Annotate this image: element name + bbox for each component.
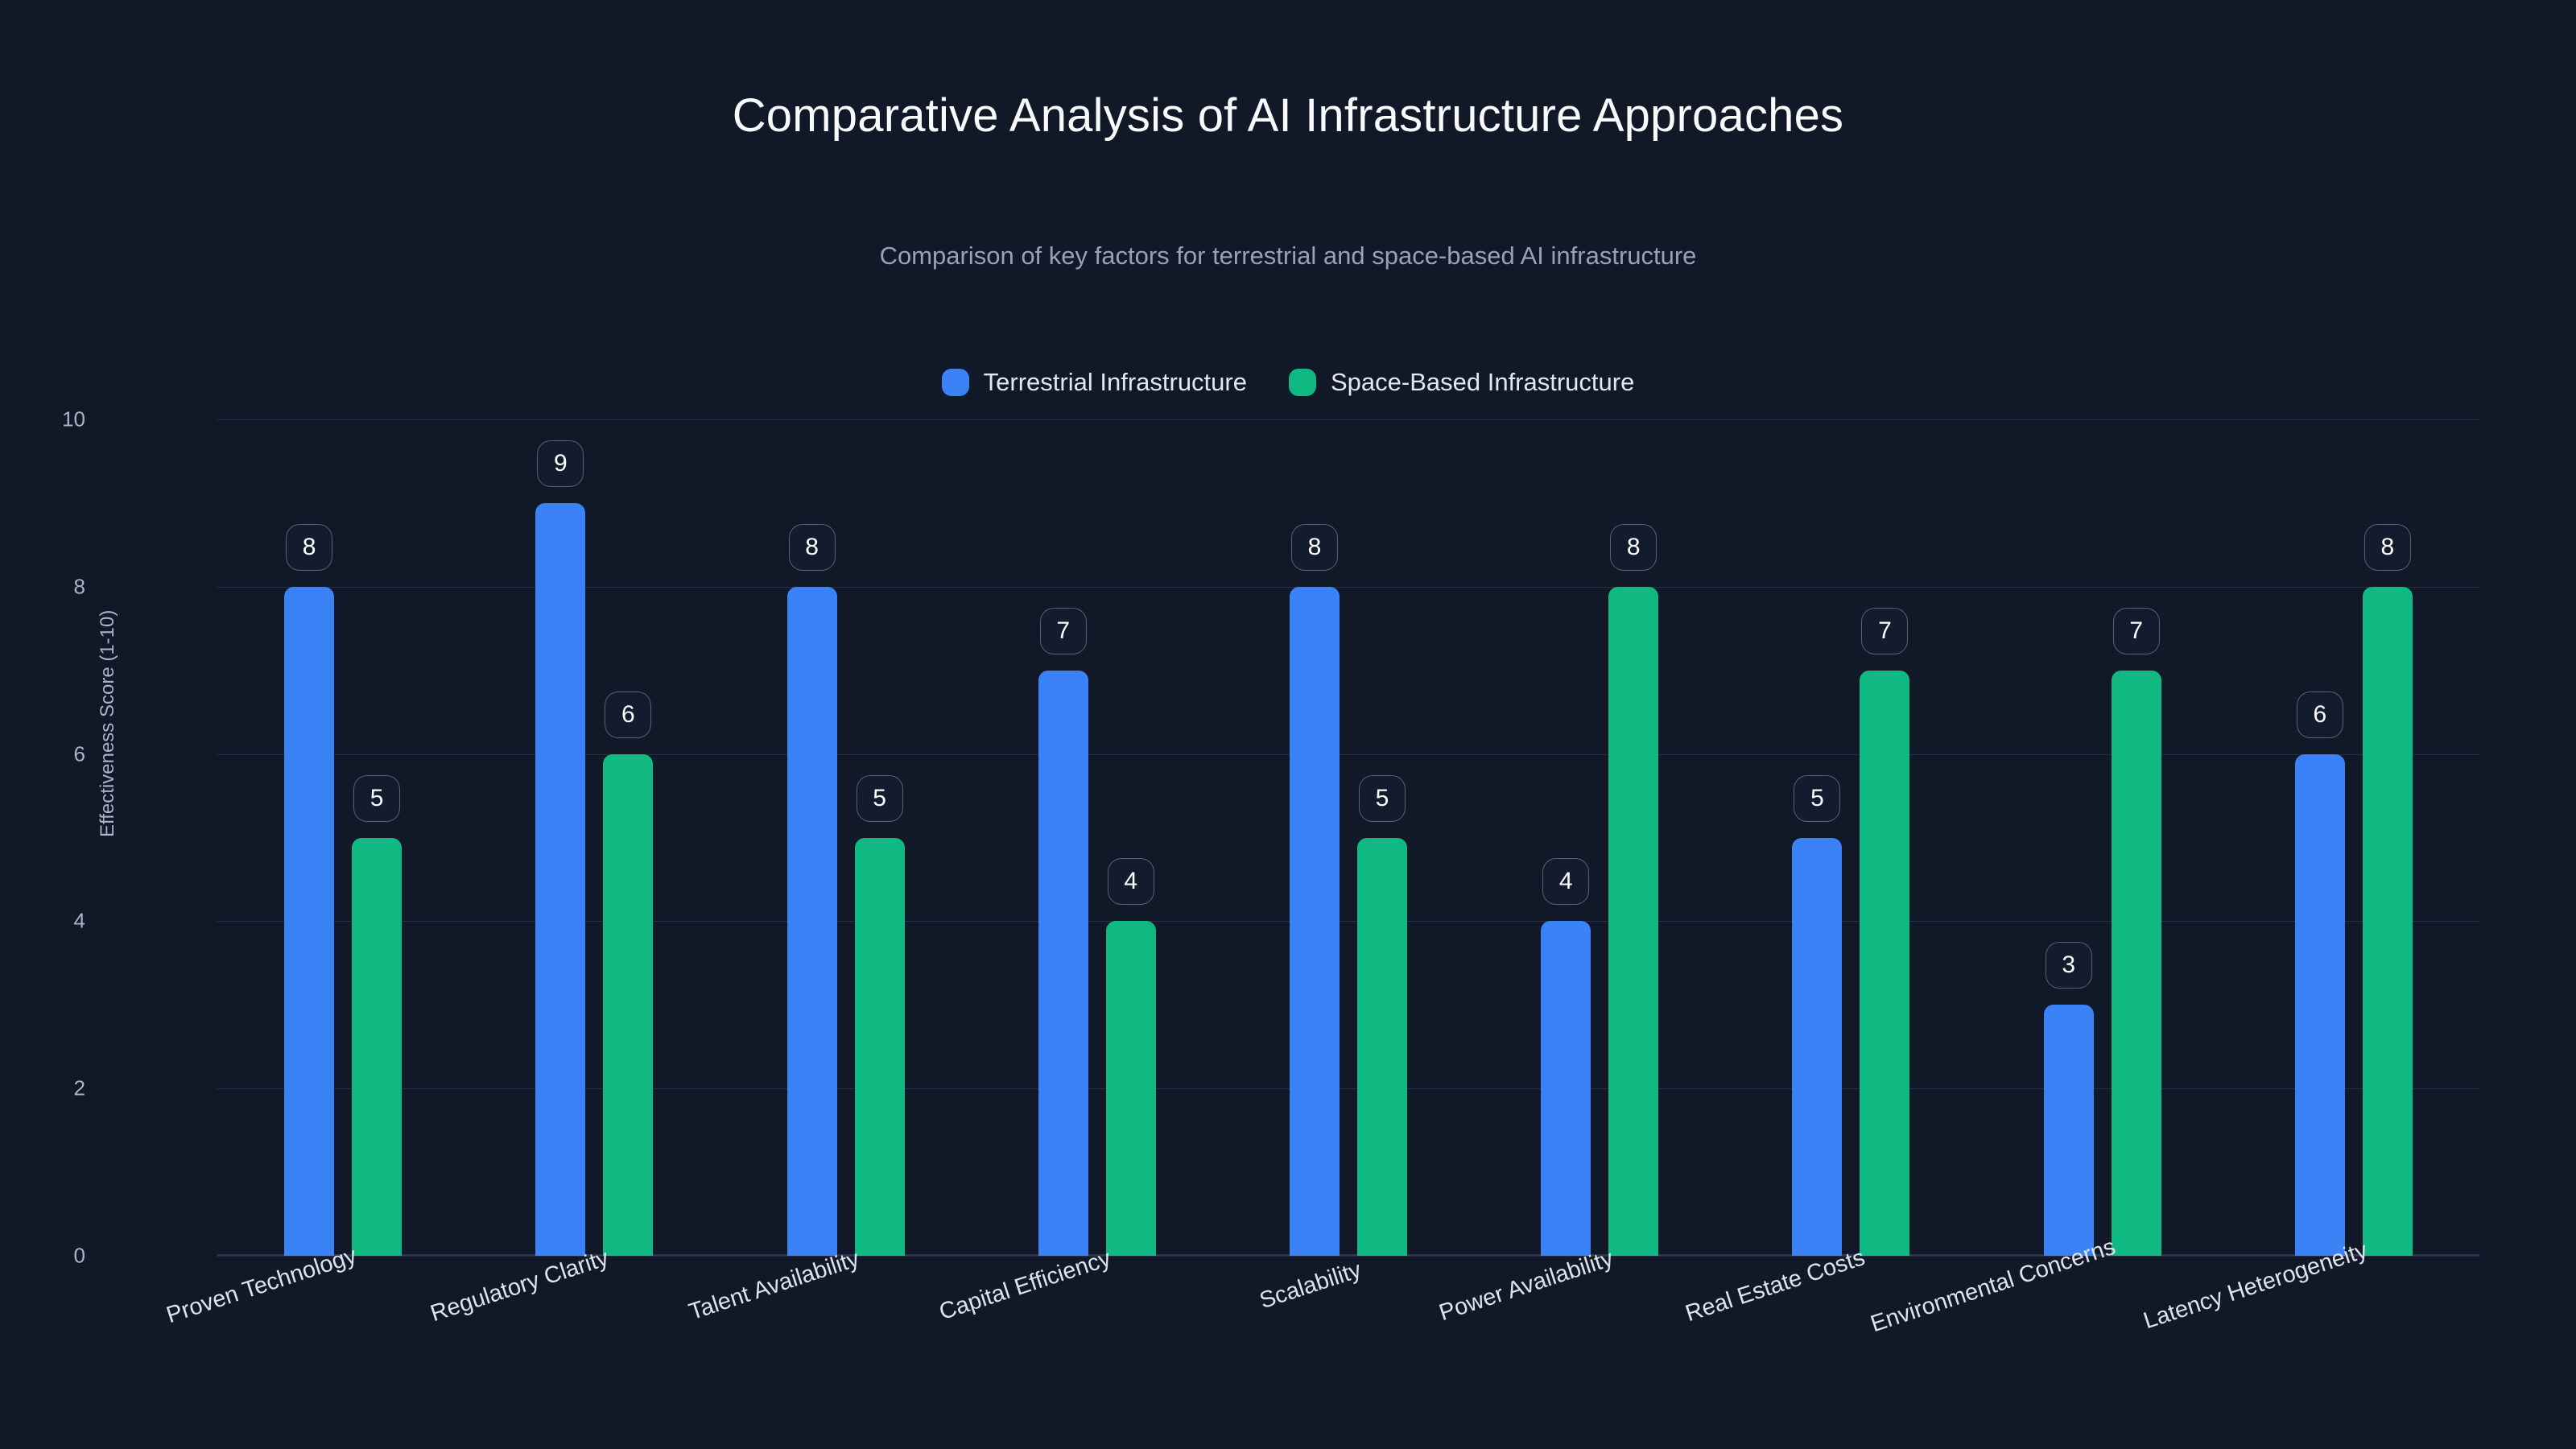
- x-axis-tick-label: Capital Efficiency: [935, 1245, 1114, 1326]
- bar-value-label: 7: [1861, 607, 1909, 654]
- bar-value-label: 5: [856, 774, 903, 822]
- y-axis-tick-label: 4: [73, 908, 85, 933]
- x-axis-baseline: [217, 1254, 2479, 1256]
- chart-subtitle: Comparison of key factors for terrestria…: [879, 242, 1697, 270]
- legend-item[interactable]: Terrestrial Infrastructure: [941, 368, 1247, 397]
- bar-value-label: 6: [2296, 691, 2343, 738]
- x-axis-tick-label: Scalability: [1257, 1257, 1365, 1315]
- bar[interactable]: [2111, 670, 2161, 1256]
- legend-swatch-icon: [1288, 369, 1316, 396]
- bar[interactable]: [1608, 586, 1659, 1256]
- page-title: Comparative Analysis of AI Infrastructur…: [732, 89, 1844, 142]
- bar-value-label: 8: [788, 523, 836, 571]
- bar-value-label: 4: [1107, 858, 1154, 906]
- bar-value-label: 8: [1291, 523, 1338, 571]
- bar[interactable]: [284, 586, 335, 1256]
- bar[interactable]: [1792, 837, 1843, 1256]
- bar-value-label: 7: [1039, 607, 1087, 654]
- bar[interactable]: [1860, 670, 1910, 1256]
- bar-value-label: 8: [1610, 523, 1657, 571]
- x-axis-tick-label: Talent Availability: [686, 1245, 863, 1326]
- bar[interactable]: [352, 837, 402, 1256]
- legend-swatch-icon: [941, 369, 969, 396]
- bar[interactable]: [1357, 837, 1407, 1256]
- bar[interactable]: [1541, 921, 1591, 1256]
- bar-value-label: 5: [1794, 774, 1841, 822]
- y-axis-tick-label: 10: [62, 407, 85, 431]
- y-axis-tick-label: 6: [73, 741, 85, 766]
- bar-value-label: 9: [537, 440, 584, 487]
- gridline: [217, 419, 2479, 420]
- gridline: [217, 586, 2479, 588]
- y-axis-tick-label: 0: [73, 1243, 85, 1268]
- gridline: [217, 921, 2479, 923]
- bar[interactable]: [2043, 1005, 2094, 1256]
- bar[interactable]: [1290, 586, 1340, 1256]
- bar[interactable]: [854, 837, 905, 1256]
- gridline: [217, 1088, 2479, 1090]
- legend-item-label: Terrestrial Infrastructure: [983, 368, 1247, 396]
- bar[interactable]: [2362, 586, 2413, 1256]
- bar[interactable]: [786, 586, 837, 1256]
- bar-value-label: 5: [353, 774, 401, 822]
- x-axis-tick-label: Power Availability: [1436, 1245, 1617, 1326]
- bar[interactable]: [603, 753, 654, 1256]
- legend-item-label: Space-Based Infrastructure: [1330, 368, 1635, 396]
- bar-value-label: 3: [2045, 942, 2092, 989]
- x-axis-tick-label: Real Estate Costs: [1682, 1244, 1868, 1327]
- y-axis-tick-label: 8: [73, 574, 85, 599]
- bar[interactable]: [1038, 670, 1088, 1256]
- plot-area: 8 5 9 6 8 5 7 4 8 5 4 8 5 7 3 7 6 8: [217, 419, 2479, 1257]
- bar-value-label: 8: [286, 523, 333, 571]
- bar-value-label: 4: [1542, 858, 1590, 906]
- x-axis-tick-label: Regulatory Clarity: [427, 1245, 612, 1327]
- chart-legend: Terrestrial Infrastructure Space-Based In…: [0, 368, 2576, 397]
- bar[interactable]: [1105, 921, 1156, 1256]
- bar-value-label: 6: [605, 691, 652, 738]
- gridline: [217, 1256, 2479, 1257]
- bar-value-label: 7: [2112, 607, 2160, 654]
- y-axis-title: Effectiveness Score (1-10): [97, 609, 118, 837]
- bar-value-label: 5: [1359, 774, 1406, 822]
- legend-item[interactable]: Space-Based Infrastructure: [1288, 368, 1635, 397]
- bar-value-label: 8: [2363, 523, 2411, 571]
- bar[interactable]: [2294, 753, 2345, 1256]
- bar[interactable]: [535, 502, 586, 1256]
- gridline: [217, 753, 2479, 755]
- y-axis-tick-label: 2: [73, 1075, 85, 1100]
